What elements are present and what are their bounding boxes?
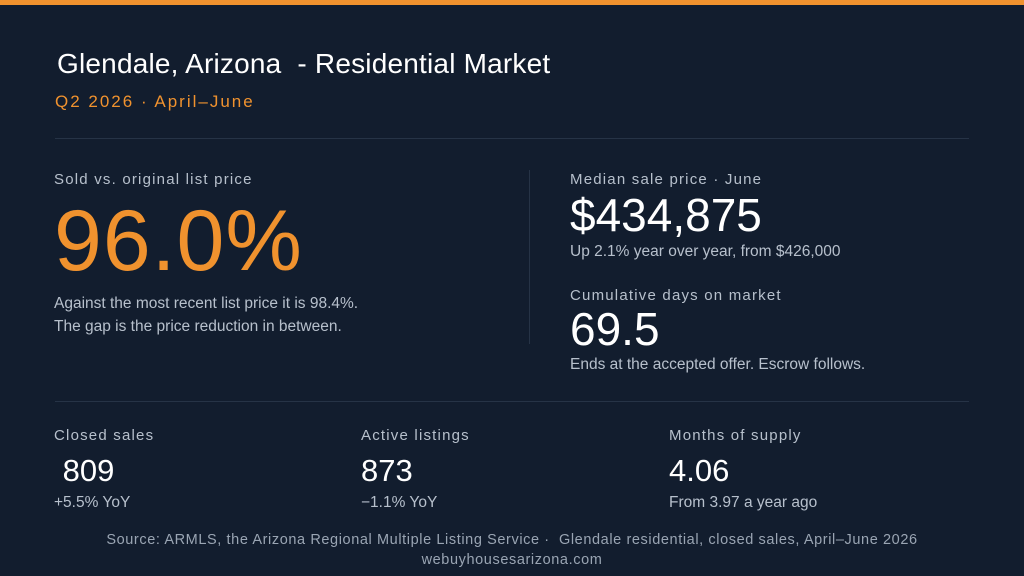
closed-sales-note: +5.5% YoY — [54, 494, 131, 511]
months-of-supply-note: From 3.97 a year ago — [669, 494, 818, 511]
source-footer: Source: ARMLS, the Arizona Regional Mult… — [106, 532, 918, 548]
median-price-value: $434,875 — [570, 189, 762, 241]
header-divider — [55, 138, 969, 139]
active-listings-note: −1.1% YoY — [361, 494, 438, 511]
accent-top-bar — [0, 0, 1024, 5]
hero-note-line-2: The gap is the price reduction in betwee… — [54, 318, 342, 335]
active-listings-label: Active listings — [361, 427, 470, 444]
page-subtitle: Q2 2026 · April–June — [55, 92, 255, 111]
days-on-market-value: 69.5 — [570, 303, 660, 355]
site-footer: webuyhousesarizona.com — [421, 552, 603, 568]
hero-note-line-1: Against the most recent list price it is… — [54, 295, 359, 312]
page-title: Glendale, Arizona - Residential Market — [57, 48, 551, 79]
days-on-market-note: Ends at the accepted offer. Escrow follo… — [570, 356, 866, 373]
months-of-supply-value: 4.06 — [669, 453, 730, 488]
hero-value: 96.0% — [54, 193, 303, 289]
hero-label: Sold vs. original list price — [54, 171, 253, 188]
median-price-label: Median sale price · June — [570, 171, 763, 188]
active-listings-value: 873 — [361, 453, 413, 488]
median-price-note: Up 2.1% year over year, from $426,000 — [570, 243, 841, 260]
stats-divider — [55, 401, 969, 402]
closed-sales-value: 809 — [54, 453, 115, 488]
closed-sales-label: Closed sales — [54, 427, 155, 444]
column-divider — [529, 170, 530, 344]
months-of-supply-label: Months of supply — [669, 427, 802, 444]
days-on-market-label: Cumulative days on market — [570, 287, 782, 304]
